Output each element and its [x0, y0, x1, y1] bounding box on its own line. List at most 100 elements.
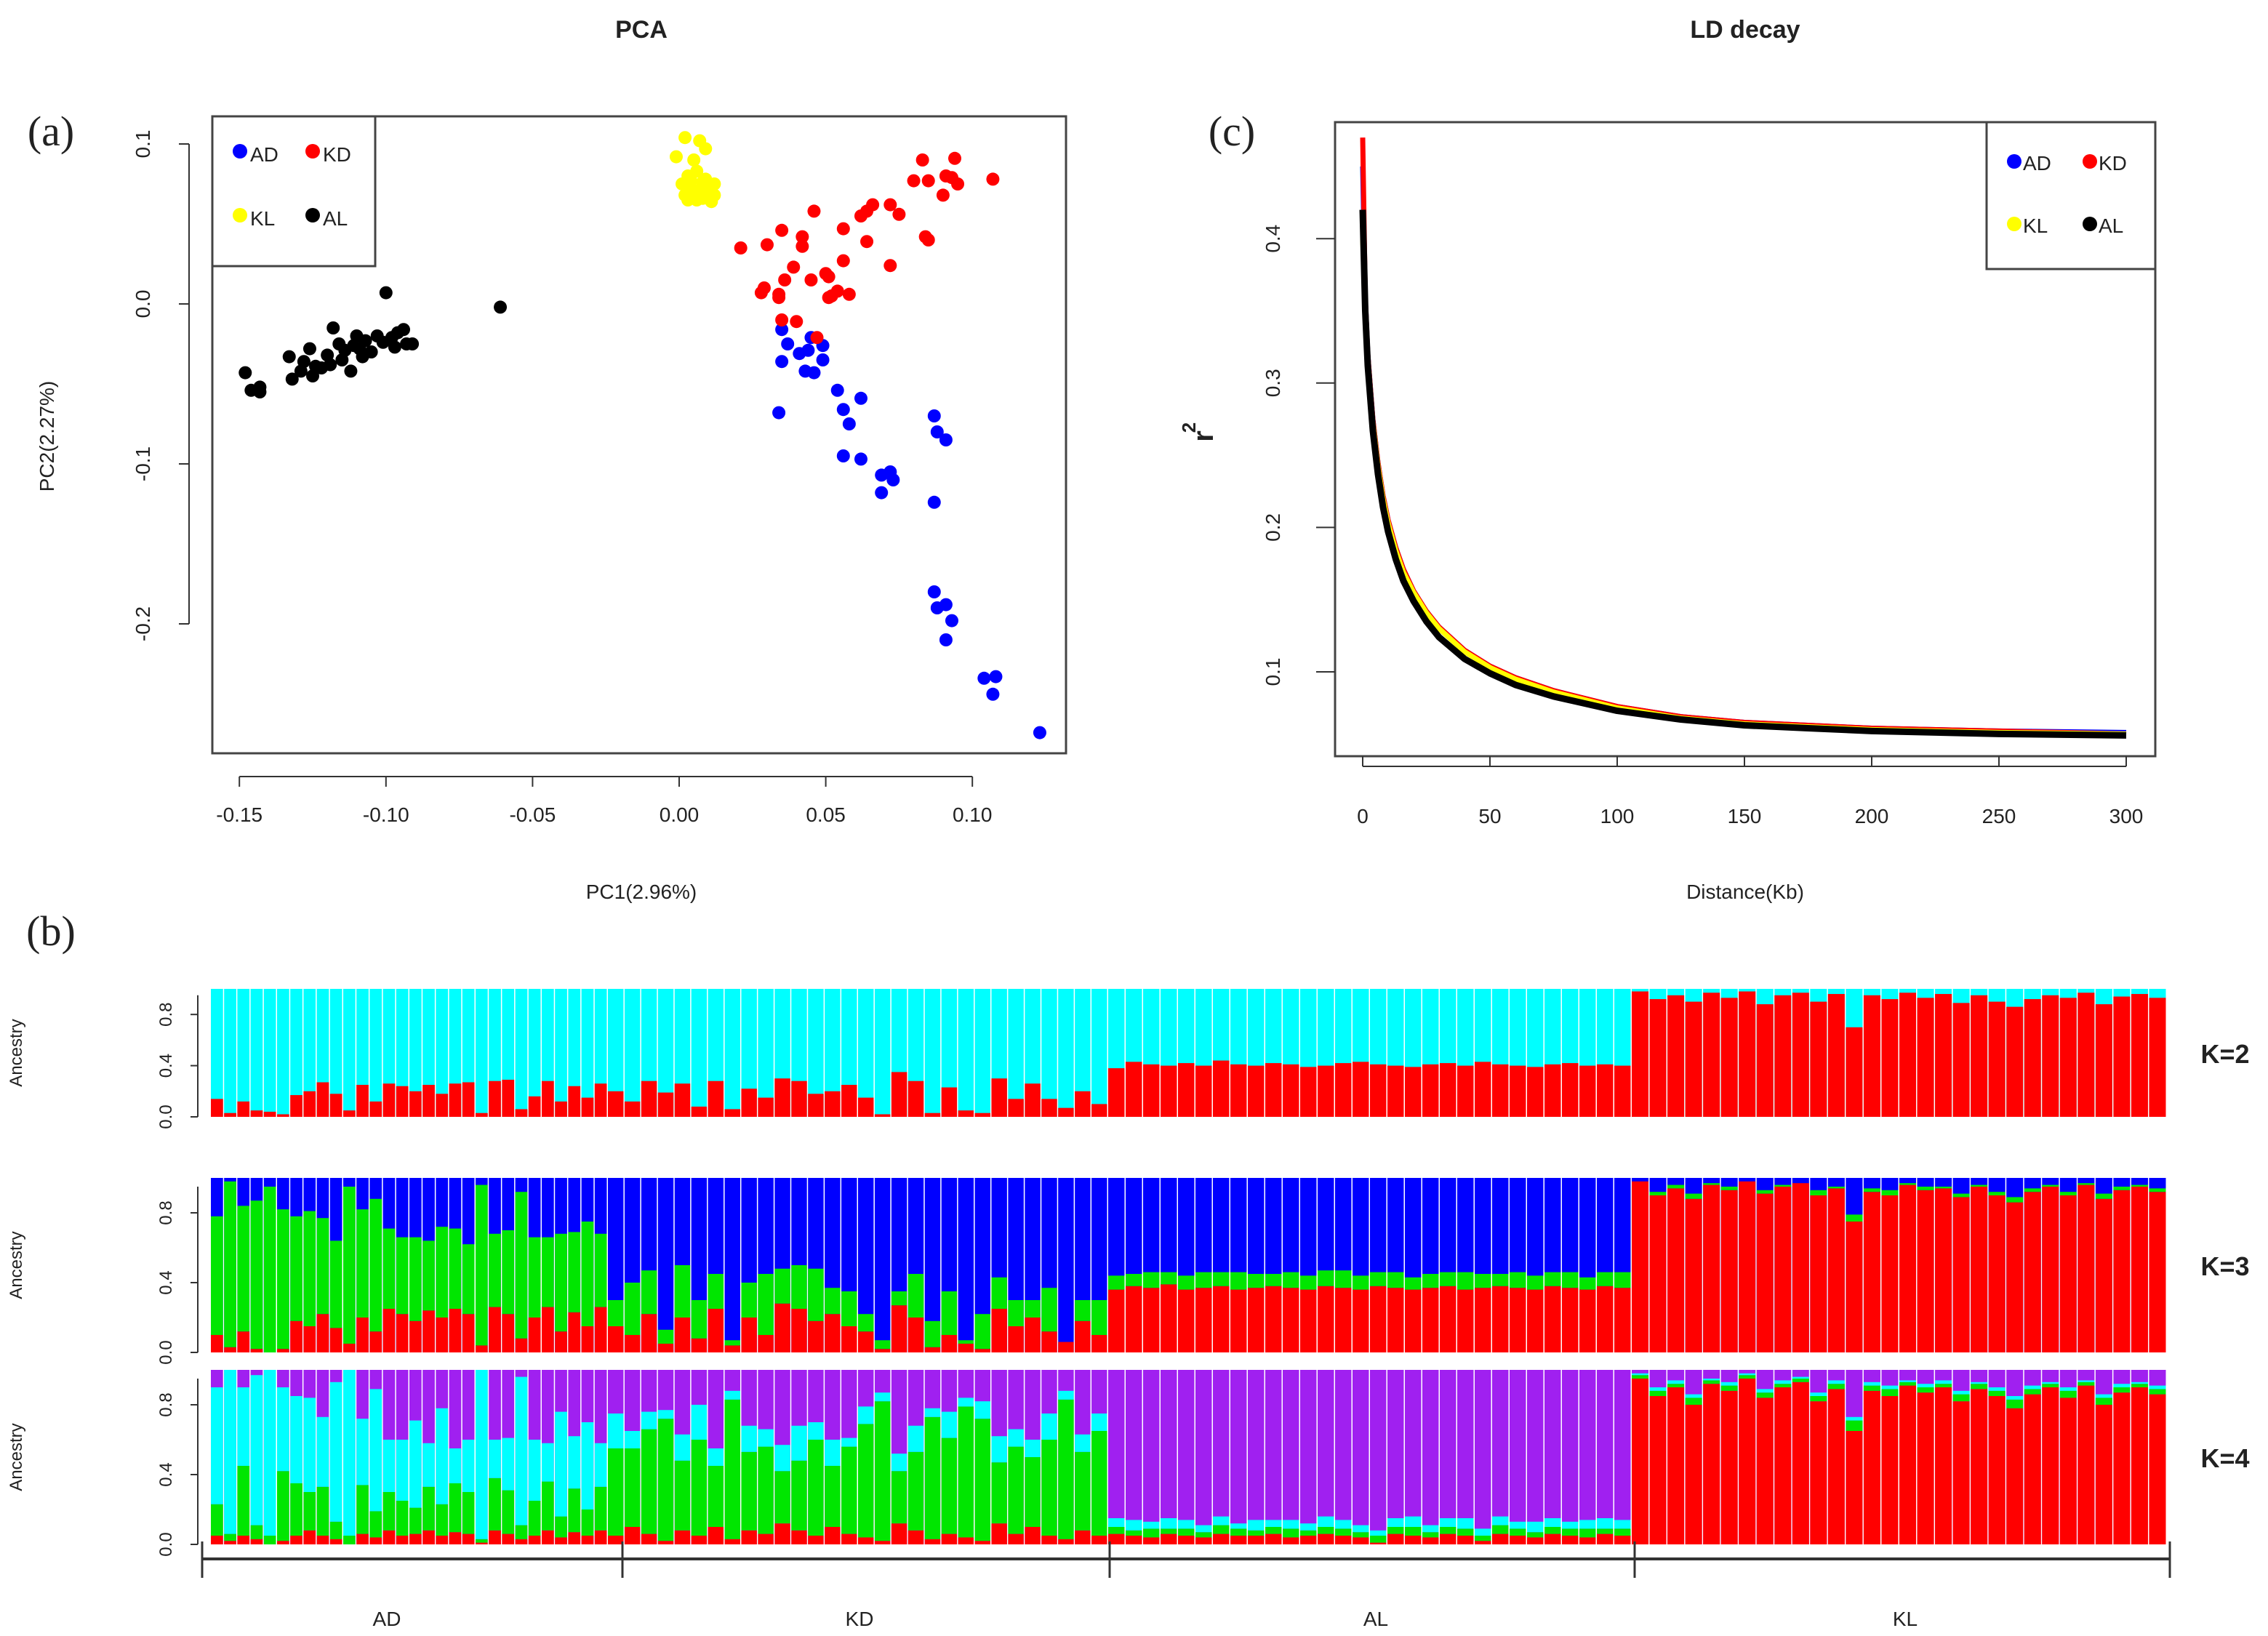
- ancestry-bar-green: [1774, 1384, 1792, 1387]
- ancestry-bar-green: [774, 1471, 790, 1524]
- ancestry-bar-cyan: [1881, 1385, 1899, 1390]
- panel-label-c: (c): [1209, 108, 1255, 155]
- ancestry-bar-red: [874, 1114, 891, 1117]
- ancestry-bar-red: [724, 1539, 740, 1544]
- ancestry-bar-red: [436, 1536, 449, 1544]
- ancestry-bar-green: [515, 1525, 528, 1539]
- ancestry-bar-red: [1318, 1286, 1334, 1352]
- ancestry-bar-cyan: [263, 1370, 276, 1536]
- ancestry-bar-green: [343, 1536, 356, 1544]
- ld-legend-label: AD: [2023, 152, 2051, 175]
- pca-y-tick-label: 0.1: [132, 130, 154, 159]
- ancestry-bar-red: [528, 1536, 541, 1544]
- ancestry-bar-red: [1971, 1389, 1988, 1544]
- ancestry-bar-cyan: [1597, 1518, 1614, 1529]
- ancestry-bar-red: [741, 1318, 757, 1352]
- pca-point-KD: [986, 172, 1000, 186]
- ancestry-bar-red: [1422, 1537, 1439, 1544]
- ancestry-bar-cyan: [1370, 1530, 1387, 1536]
- ancestry-y-tick-label: 0.8: [156, 1003, 176, 1027]
- ancestry-bar-cyan: [1917, 1384, 1934, 1387]
- ancestry-bar-red: [1756, 1004, 1774, 1117]
- ancestry-bar-green: [1387, 1527, 1404, 1534]
- ancestry-bar-green: [974, 1419, 990, 1541]
- ancestry-bar-green: [224, 1533, 236, 1541]
- pca-point-KD: [948, 151, 962, 165]
- ancestry-bar-red: [449, 1532, 462, 1544]
- ancestry-bar-red: [528, 1318, 541, 1352]
- ancestry-bar-red: [825, 1527, 841, 1544]
- ancestry-bar-red: [1703, 1384, 1720, 1544]
- ancestry-bar-green: [594, 1233, 607, 1307]
- ancestry-bar-red: [1952, 1401, 1970, 1544]
- ancestry-bar-red: [1265, 1286, 1282, 1352]
- ancestry-bar-cyan: [343, 1370, 356, 1536]
- ancestry-bar-green: [924, 1320, 941, 1347]
- ld-x-tick-label: 150: [1728, 805, 1762, 827]
- ancestry-bar-green: [724, 1340, 740, 1346]
- ancestry-bar-green: [594, 1486, 607, 1531]
- ancestry-bar-red: [502, 1079, 515, 1117]
- ancestry-bar-green: [568, 1488, 581, 1533]
- ancestry-bar-red: [1353, 1537, 1369, 1544]
- ancestry-bar-red: [1810, 1195, 1827, 1352]
- ancestry-bar-cyan: [724, 1390, 740, 1400]
- ancestry-bar-red: [2095, 1004, 2112, 1117]
- ancestry-bar-purple: [1597, 1370, 1614, 1544]
- ancestry-bar-green: [1756, 1392, 1774, 1398]
- ancestry-bar-green: [1863, 1188, 1880, 1192]
- ancestry-bar-green: [2042, 1184, 2059, 1187]
- ancestry-bar-red: [774, 1078, 790, 1117]
- ancestry-bar-green: [841, 1291, 857, 1326]
- ancestry-bar-green: [1827, 1384, 1845, 1390]
- ld-x-label: Distance(Kb): [1686, 881, 1804, 903]
- ancestry-bar-cyan: [1774, 1380, 1792, 1384]
- ancestry-bar-red: [1988, 1001, 2005, 1117]
- ancestry-bar-cyan: [1143, 1521, 1160, 1529]
- ancestry-bar-red: [1025, 1318, 1041, 1352]
- ancestry-bar-red: [774, 1303, 790, 1352]
- ancestry-bar-cyan: [924, 1408, 941, 1417]
- ancestry-bar-red: [974, 1112, 990, 1117]
- ancestry-bar-cyan: [1126, 1520, 1142, 1531]
- ancestry-bar-green: [1510, 1528, 1526, 1536]
- group-label: KD: [846, 1608, 874, 1630]
- ancestry-bar-red: [1562, 1536, 1579, 1544]
- ancestry-bar-red: [1300, 1289, 1317, 1352]
- ancestry-bar-red: [555, 1331, 567, 1352]
- ancestry-bar-green: [874, 1401, 891, 1541]
- ancestry-bar-cyan: [1008, 1429, 1024, 1447]
- ancestry-bar-green: [237, 1206, 250, 1332]
- ancestry-bar-red: [1126, 1286, 1142, 1352]
- ancestry-bar-cyan: [774, 1445, 790, 1472]
- ancestry-bar-red: [502, 1533, 515, 1544]
- pca-point-AL: [253, 385, 267, 398]
- ancestry-bar-red: [1475, 1541, 1491, 1544]
- ancestry-bar-red: [941, 1533, 958, 1544]
- ancestry-bar-cyan: [724, 989, 740, 1117]
- ancestry-bar-green: [791, 1265, 807, 1309]
- ancestry-bar-cyan: [1195, 1525, 1212, 1533]
- ancestry-bar-green: [891, 1291, 907, 1306]
- pca-point-KD: [936, 188, 950, 202]
- ancestry-bar-red: [1025, 1083, 1041, 1117]
- pca-point-KD: [860, 235, 874, 249]
- ancestry-bar-cyan: [1792, 1376, 1809, 1379]
- ld-x-tick-label: 250: [1982, 805, 2016, 827]
- pca-point-KL: [678, 131, 692, 145]
- ancestry-bar-green: [1230, 1528, 1247, 1536]
- ancestry-bar-cyan: [608, 1414, 624, 1448]
- ancestry-bar-cyan: [476, 989, 488, 1117]
- ancestry-bar-red: [1457, 1289, 1474, 1352]
- ancestry-bar-green: [369, 1198, 382, 1332]
- ancestry-bar-red: [674, 1318, 691, 1352]
- ancestry-bar-cyan: [263, 989, 276, 1117]
- ancestry-bar-green: [1283, 1528, 1299, 1538]
- ancestry-bar-cyan: [1475, 1528, 1491, 1536]
- ancestry-bar-cyan: [436, 989, 449, 1117]
- ancestry-bar-cyan: [1248, 1520, 1265, 1531]
- ancestry-bar-red: [2095, 1405, 2112, 1544]
- ancestry-bar-green: [1370, 1536, 1387, 1543]
- ancestry-bar-cyan: [825, 989, 841, 1117]
- ancestry-bar-green: [329, 1521, 342, 1539]
